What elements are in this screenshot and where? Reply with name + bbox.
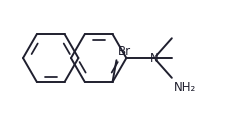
Text: Br: Br <box>117 45 130 58</box>
Text: NH₂: NH₂ <box>173 81 195 94</box>
Text: N: N <box>149 52 158 65</box>
